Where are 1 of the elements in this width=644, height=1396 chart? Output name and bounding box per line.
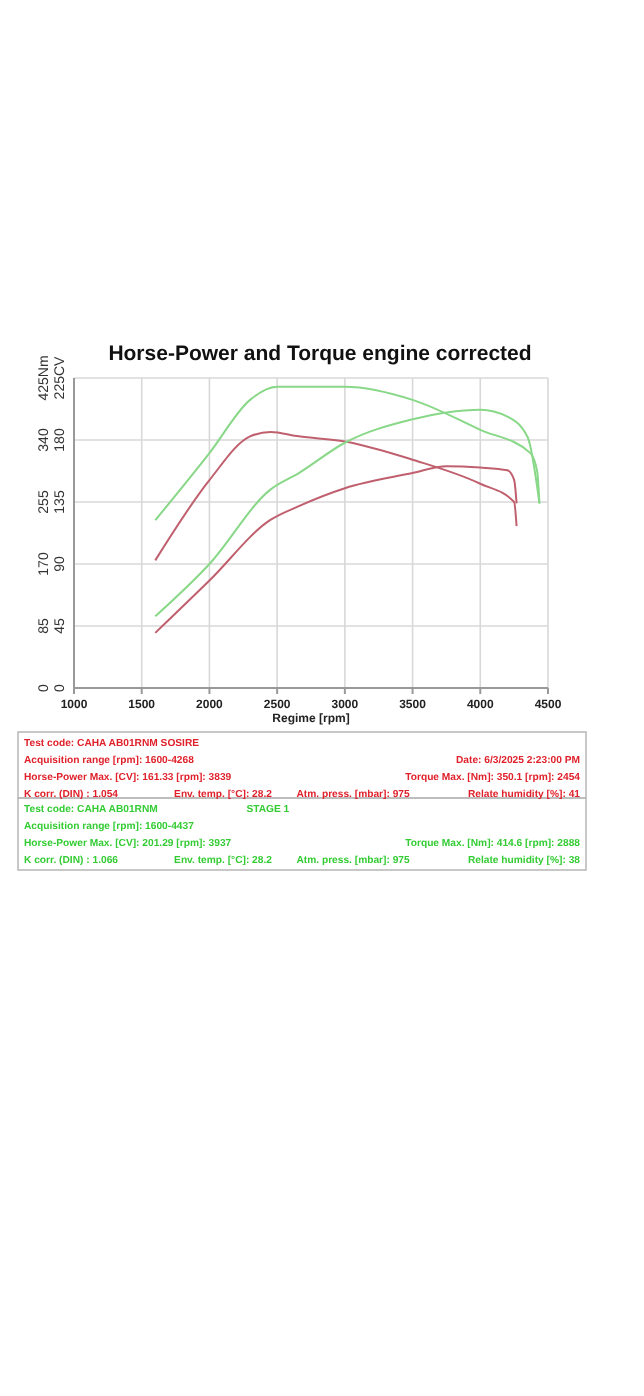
- chart-title: Horse-Power and Torque engine corrected: [108, 342, 532, 366]
